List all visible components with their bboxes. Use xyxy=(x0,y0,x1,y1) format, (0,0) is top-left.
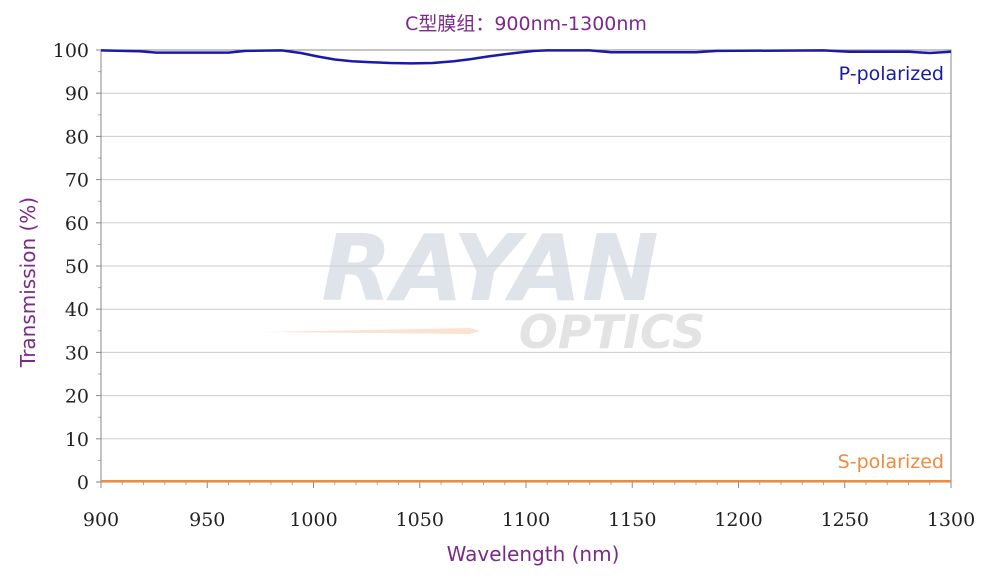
y-axis-title: Transmission (%) xyxy=(16,197,40,368)
y-tick-label-50: 50 xyxy=(65,256,89,278)
x-tick-label-1000: 1000 xyxy=(289,509,337,531)
y-tick-label-20: 20 xyxy=(65,386,89,408)
y-axis-ticks: 0 10 20 30 40 50 60 70 80 90 100 xyxy=(53,40,101,494)
y-tick-label-90: 90 xyxy=(65,83,89,105)
y-tick-label-0: 0 xyxy=(77,472,89,494)
y-tick-label-100: 100 xyxy=(53,40,89,62)
y-tick-label-70: 70 xyxy=(65,170,89,192)
series-label-p-polarized: P-polarized xyxy=(839,63,944,85)
x-tick-label-950: 950 xyxy=(189,509,225,531)
chart-title: C型膜组：900nm-1300nm xyxy=(405,13,647,35)
series-lines xyxy=(100,49,952,483)
x-axis-title: Wavelength (nm) xyxy=(447,542,620,566)
x-axis-ticks: 900 950 1000 1050 1100 1150 1200 1250 1300 xyxy=(83,482,975,531)
x-tick-label-900: 900 xyxy=(83,509,119,531)
grid-lines xyxy=(101,92,951,440)
watermark-swoosh xyxy=(262,328,480,334)
series-label-s-polarized: S-polarized xyxy=(838,451,944,473)
watermark: RAYAN OPTICS xyxy=(262,215,705,359)
y-tick-label-60: 60 xyxy=(65,213,89,235)
y-tick-label-10: 10 xyxy=(65,429,89,451)
watermark-rayan: RAYAN xyxy=(321,215,659,322)
x-tick-label-1300: 1300 xyxy=(927,509,975,531)
series-line-p-polarized xyxy=(100,49,952,65)
y-tick-label-80: 80 xyxy=(65,126,89,148)
watermark-optics: OPTICS xyxy=(519,305,706,359)
y-tick-label-40: 40 xyxy=(65,299,89,321)
x-tick-label-1200: 1200 xyxy=(714,509,762,531)
y-tick-label-30: 30 xyxy=(65,342,89,364)
x-tick-label-1050: 1050 xyxy=(396,509,444,531)
x-tick-label-1250: 1250 xyxy=(821,509,869,531)
x-tick-label-1150: 1150 xyxy=(608,509,656,531)
x-tick-label-1100: 1100 xyxy=(502,509,550,531)
